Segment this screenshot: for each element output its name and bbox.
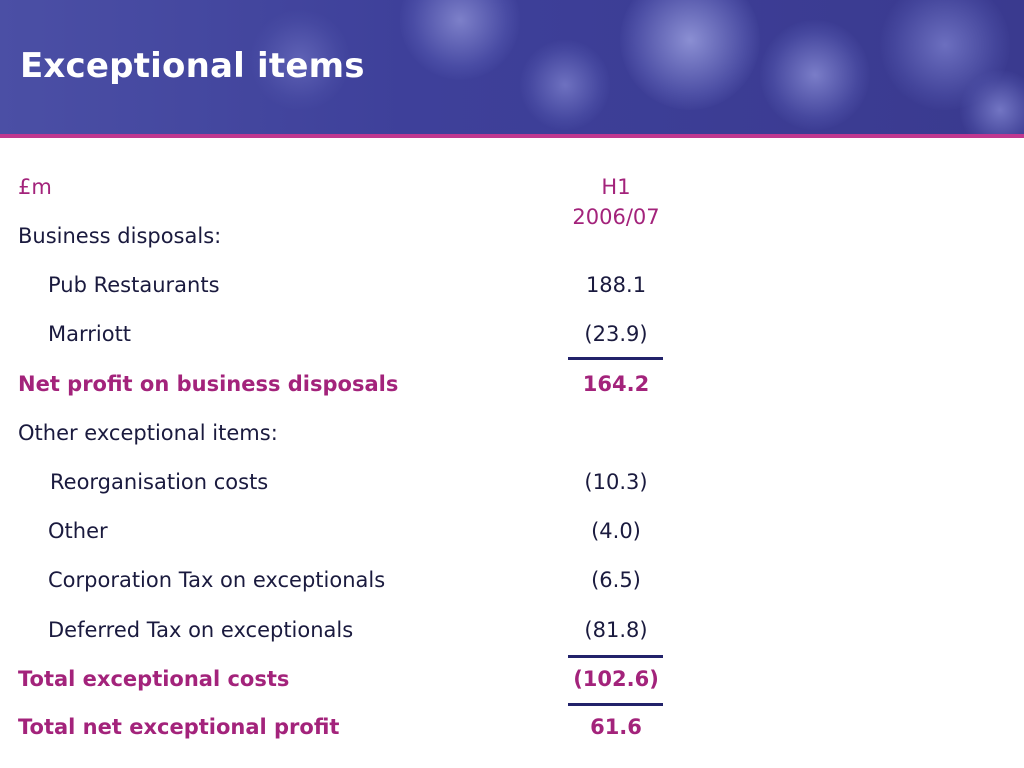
row-value: (10.3) xyxy=(584,470,648,494)
table-row: Other (4.0) xyxy=(0,516,1024,546)
banner-decoration xyxy=(520,40,610,130)
grand-total-label: Total net exceptional profit xyxy=(18,715,340,739)
banner-decoration xyxy=(760,20,870,130)
table-row: Deferred Tax on exceptionals (81.8) xyxy=(0,615,1024,645)
subtotal-rule xyxy=(568,357,663,360)
table-row: Total net exceptional profit 61.6 xyxy=(0,712,1024,742)
table-row: Reorganisation costs (10.3) xyxy=(0,467,1024,497)
banner-divider xyxy=(0,134,1024,138)
table-row: Corporation Tax on exceptionals (6.5) xyxy=(0,565,1024,595)
section-heading-business-disposals: Business disposals: xyxy=(18,224,222,248)
subtotal-rule xyxy=(568,655,663,658)
section-heading-other-exceptional-items: Other exceptional items: xyxy=(18,421,278,445)
row-label: Deferred Tax on exceptionals xyxy=(48,618,354,642)
table-row: Total exceptional costs (102.6) xyxy=(0,664,1024,694)
table-row: Marriott (23.9) xyxy=(0,319,1024,349)
table-row: Business disposals: xyxy=(0,221,1024,251)
page-title: Exceptional items xyxy=(20,46,365,86)
row-value: (23.9) xyxy=(584,322,648,346)
row-label: Other xyxy=(48,519,108,543)
row-label: Reorganisation costs xyxy=(50,470,269,494)
row-value: 188.1 xyxy=(585,273,647,297)
row-value: (4.0) xyxy=(591,519,641,543)
table-row: Net profit on business disposals 164.2 xyxy=(0,369,1024,399)
total-label: Total exceptional costs xyxy=(18,667,290,691)
currency-unit-label: £m xyxy=(18,175,52,199)
subtotal-value: 164.2 xyxy=(582,372,650,396)
banner-decoration xyxy=(400,0,520,80)
row-label: Marriott xyxy=(48,322,132,346)
row-label: Corporation Tax on exceptionals xyxy=(48,568,386,592)
banner-decoration xyxy=(620,0,760,110)
title-banner: Exceptional items xyxy=(0,0,1024,134)
table-header-row: £m H1 2006/07 xyxy=(0,172,1024,229)
total-rule xyxy=(568,703,663,706)
subtotal-label: Net profit on business disposals xyxy=(18,372,399,396)
period-column-header: H1 2006/07 xyxy=(572,175,660,229)
row-value: (6.5) xyxy=(591,568,641,592)
grand-total-value: 61.6 xyxy=(590,715,642,739)
total-value: (102.6) xyxy=(573,667,659,691)
row-value: (81.8) xyxy=(584,618,648,642)
table-row: Pub Restaurants 188.1 xyxy=(0,270,1024,300)
table-row: Other exceptional items: xyxy=(0,418,1024,448)
banner-decoration xyxy=(250,10,350,110)
row-label: Pub Restaurants xyxy=(48,273,220,297)
